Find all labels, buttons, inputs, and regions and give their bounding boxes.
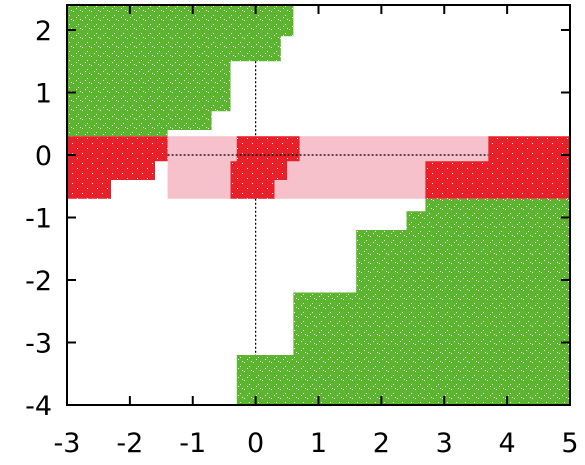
x-tick-label-5: 2 [373, 428, 390, 459]
x-tick-label-2: -1 [179, 428, 206, 459]
reference-lines-layer [167, 61, 489, 355]
y-tick-label-0: -4 [25, 391, 52, 422]
x-tick-label-8: 5 [561, 428, 578, 459]
y-tick-label-5: 1 [35, 79, 52, 110]
x-tick-label-6: 3 [436, 428, 453, 459]
red-region-3 [67, 136, 168, 199]
x-tick-label-0: -3 [54, 428, 81, 459]
y-tick-label-3: -1 [25, 204, 52, 235]
y-tick-label-4: 0 [35, 141, 52, 172]
y-tick-label-6: 2 [35, 16, 52, 47]
red-region-4 [230, 136, 300, 199]
green-region-0 [67, 5, 294, 137]
x-tick-label-1: -2 [116, 428, 143, 459]
x-tick-label-3: 0 [247, 428, 264, 459]
y-tick-label-2: -2 [25, 266, 52, 297]
y-tick-label-1: -3 [25, 329, 52, 360]
red-region-5 [425, 136, 570, 199]
regions-layer [67, 5, 571, 405]
x-tick-label-7: 4 [499, 428, 516, 459]
green-region-1 [236, 198, 571, 405]
x-tick-label-4: 1 [310, 428, 327, 459]
